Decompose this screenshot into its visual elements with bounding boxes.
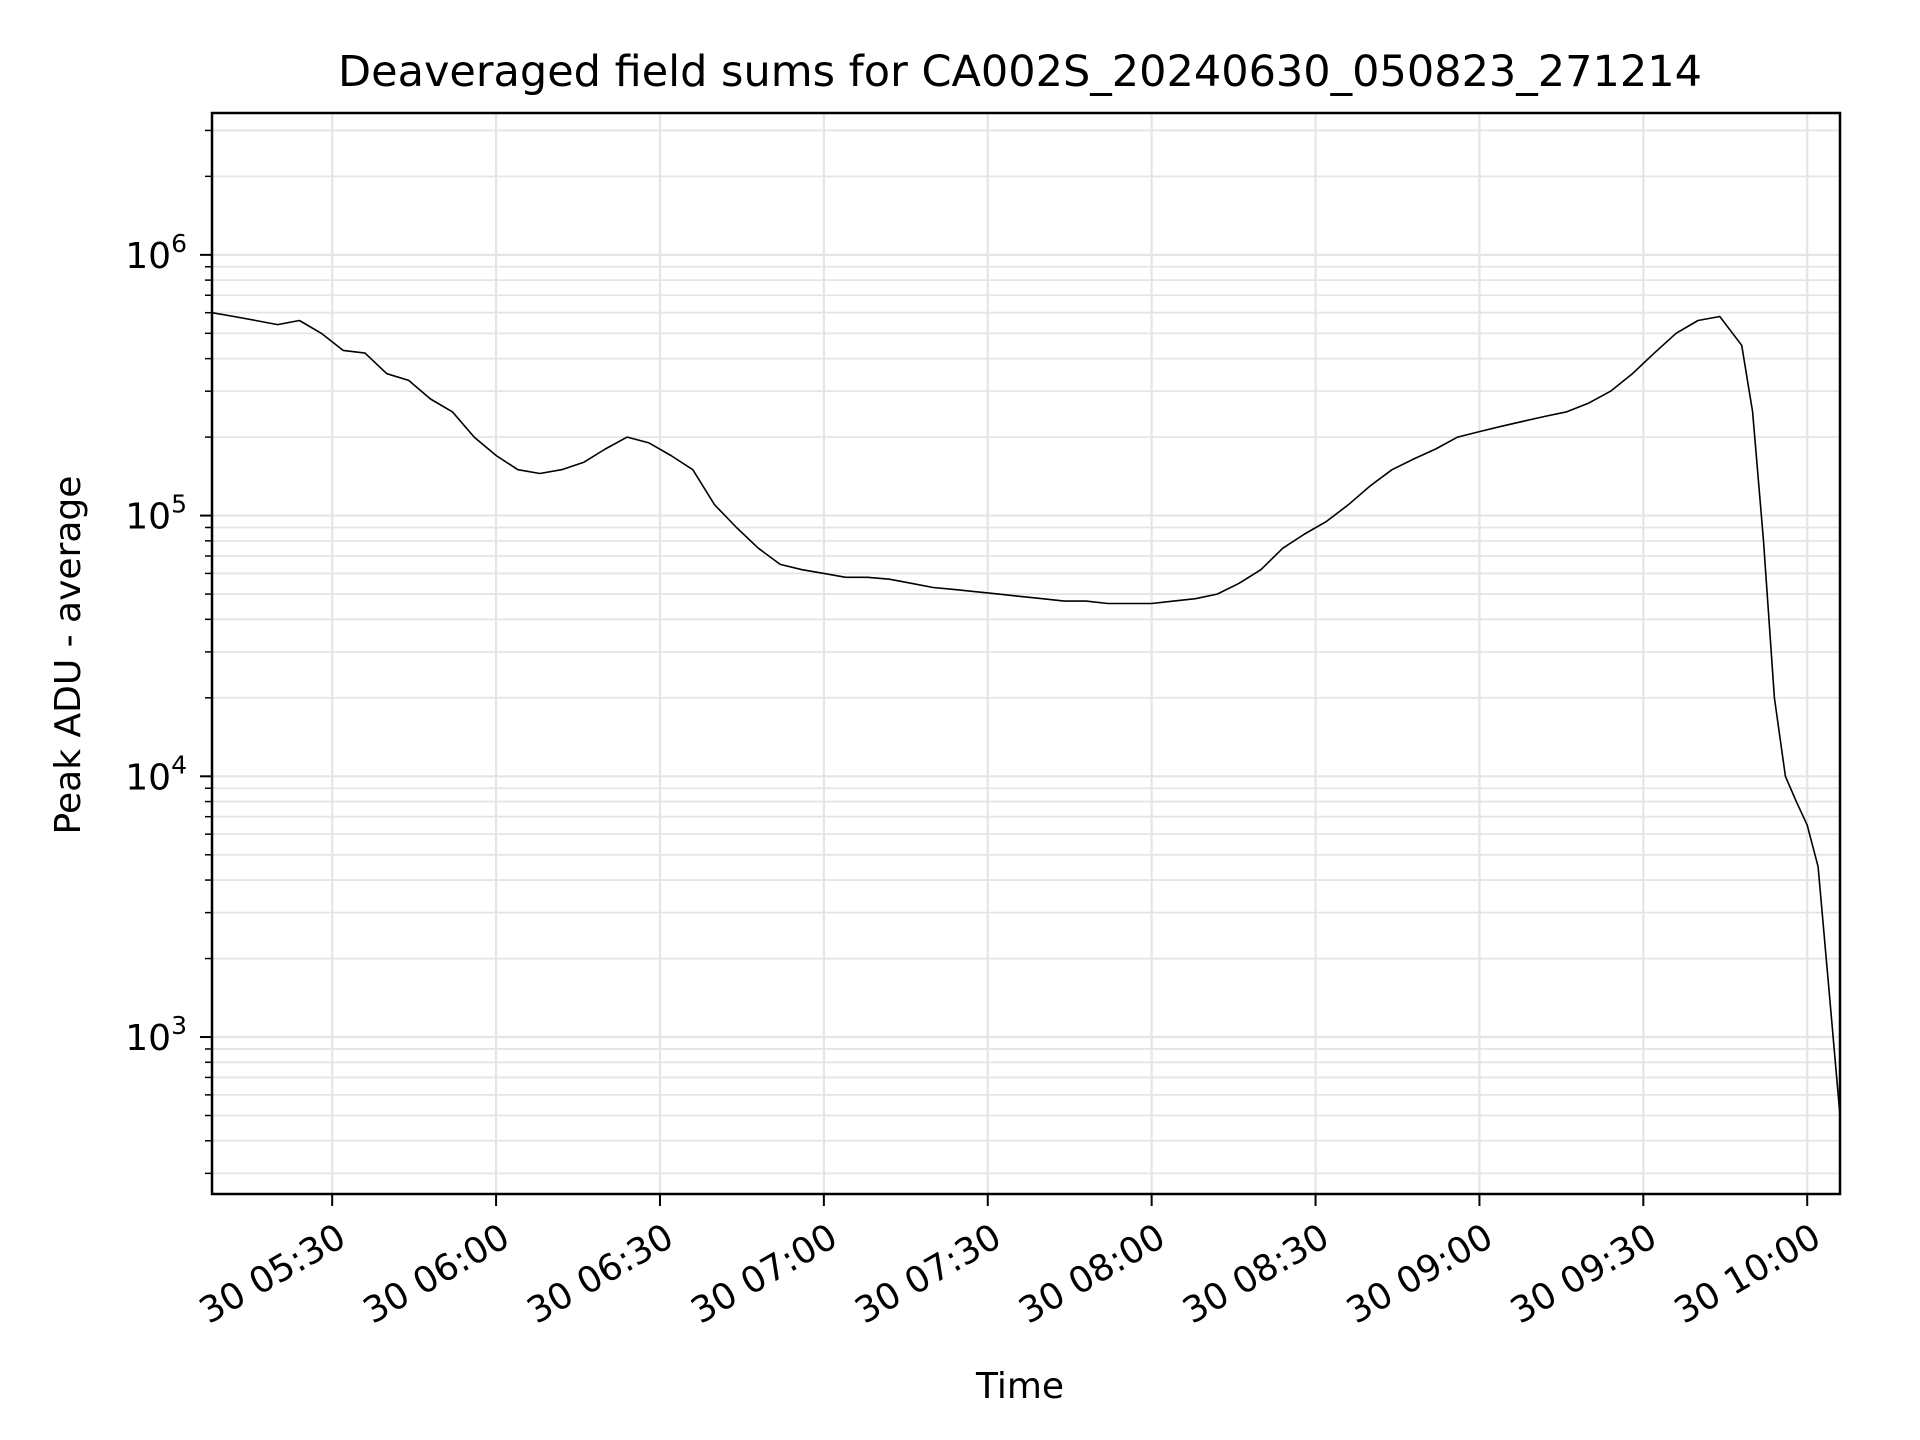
x-tick-label: 30 06:00 — [357, 1216, 517, 1332]
y-tick-label: 103 — [125, 1011, 187, 1059]
x-tick-label: 30 10:00 — [1668, 1216, 1828, 1332]
x-tick-label: 30 08:30 — [1176, 1216, 1336, 1332]
x-tick-label: 30 09:30 — [1504, 1216, 1664, 1332]
plot-frame — [210, 111, 1842, 1196]
series-line — [211, 311, 1841, 1116]
x-axis-label: Time — [975, 1366, 1064, 1407]
x-tick-label: 30 07:00 — [684, 1216, 844, 1332]
x-tick-label: 30 08:00 — [1012, 1216, 1172, 1332]
x-tick-label: 30 05:30 — [193, 1216, 353, 1332]
chart-title: Deaveraged field sums for CA002S_2024063… — [338, 47, 1702, 97]
y-tick-label: 104 — [125, 750, 187, 798]
x-tick-label: 30 06:30 — [521, 1216, 681, 1332]
y-tick-label: 105 — [125, 490, 187, 538]
x-tick-label: 30 09:00 — [1340, 1216, 1500, 1332]
x-tick-label: 30 07:30 — [848, 1216, 1008, 1332]
x-axis: 30 05:30 30 06:00 30 06:30 30 07:00 30 07:30… — [193, 1194, 1828, 1332]
series-group — [211, 311, 1841, 1116]
y-axis-label: Peak ADU - average — [48, 476, 89, 835]
y-tick-label: 106 — [125, 229, 187, 277]
y-axis: 103 104 105 106 — [125, 129, 212, 1175]
grid-lines — [212, 113, 1840, 1194]
